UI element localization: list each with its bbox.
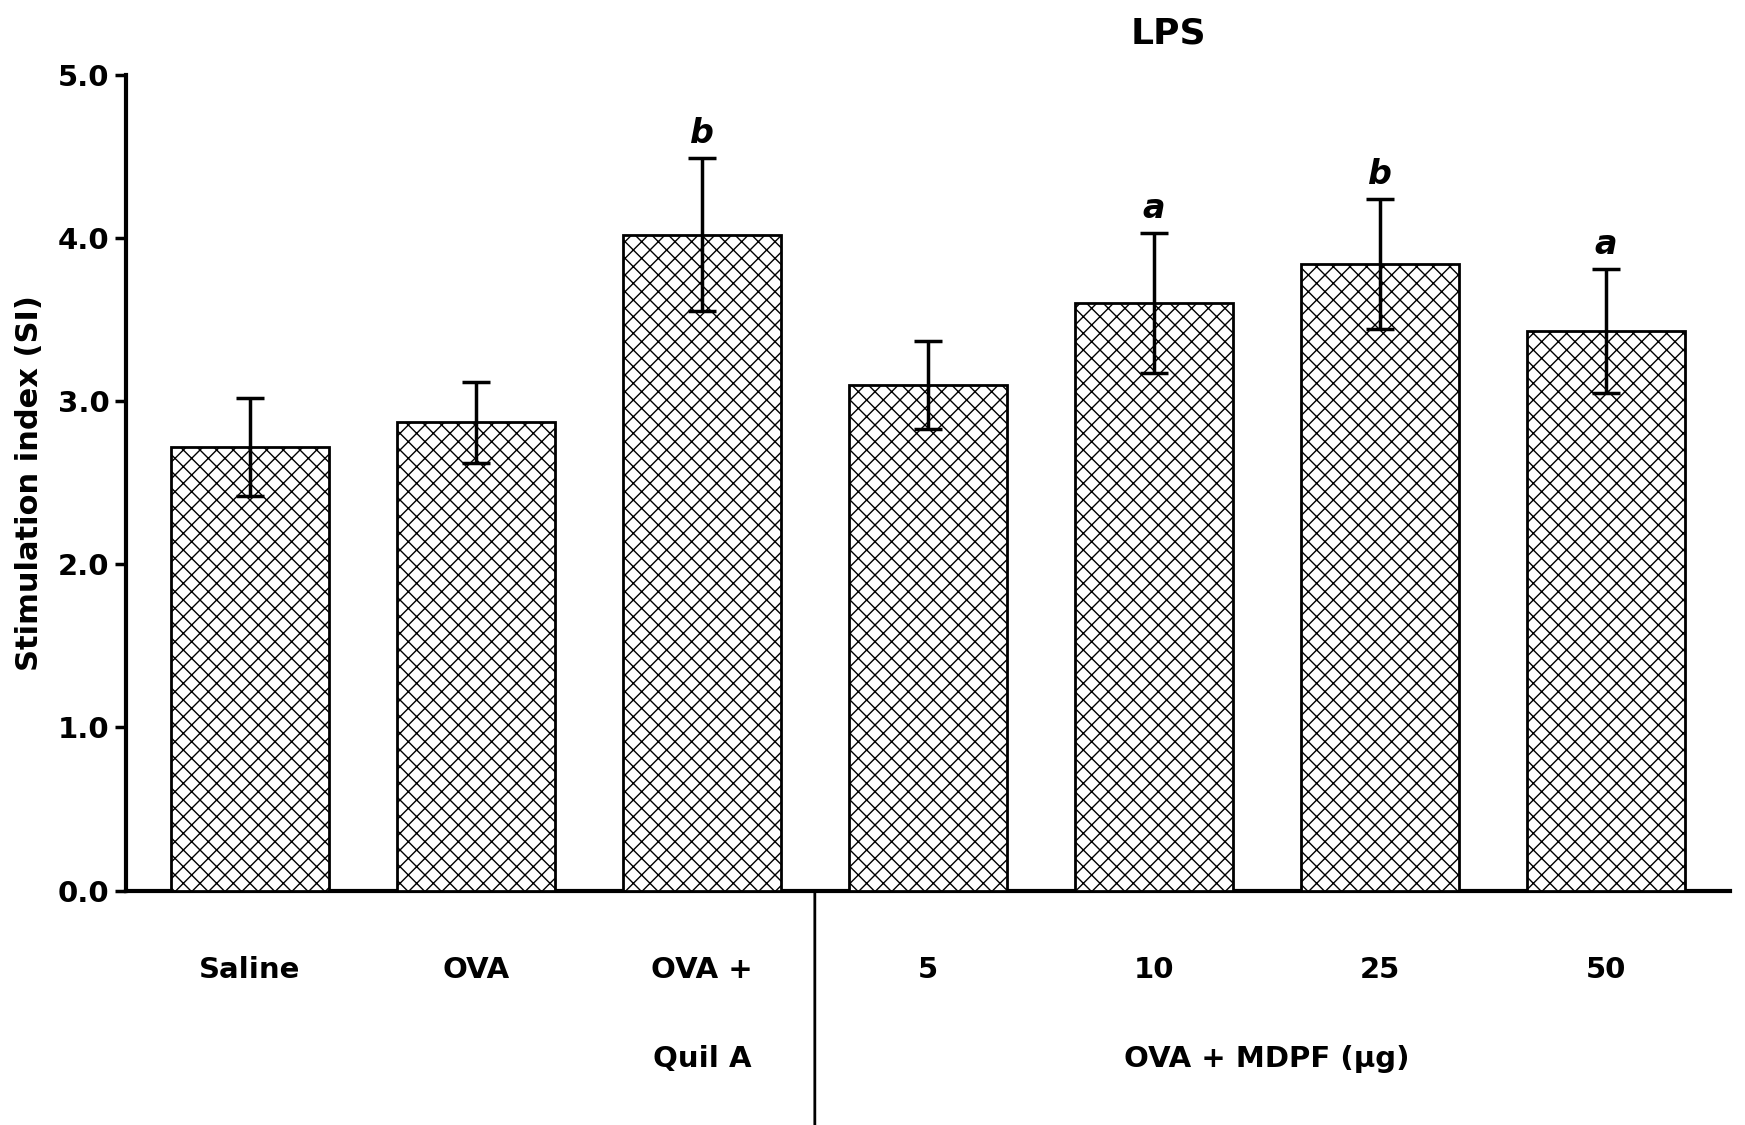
Text: 25: 25 xyxy=(1359,956,1399,983)
Bar xyxy=(623,235,782,891)
Bar xyxy=(396,422,555,891)
Text: 5: 5 xyxy=(918,956,937,983)
Text: b: b xyxy=(1368,158,1393,191)
Bar xyxy=(171,447,330,891)
Y-axis label: Stimulation index (SI): Stimulation index (SI) xyxy=(16,295,44,670)
Text: Quil A: Quil A xyxy=(653,1045,750,1073)
Text: Saline: Saline xyxy=(199,956,300,983)
Text: OVA: OVA xyxy=(441,956,510,983)
Text: 10: 10 xyxy=(1134,956,1174,983)
Text: 50: 50 xyxy=(1586,956,1626,983)
Bar xyxy=(1527,331,1686,891)
Text: OVA + MDPF (μg): OVA + MDPF (μg) xyxy=(1124,1045,1410,1073)
Text: OVA +: OVA + xyxy=(651,956,752,983)
Text: a: a xyxy=(1143,192,1166,225)
Bar xyxy=(1075,304,1234,891)
Text: b: b xyxy=(689,117,714,150)
Bar xyxy=(848,385,1007,891)
Text: a: a xyxy=(1595,228,1618,261)
Text: LPS: LPS xyxy=(1131,17,1206,51)
Bar xyxy=(1300,264,1459,891)
